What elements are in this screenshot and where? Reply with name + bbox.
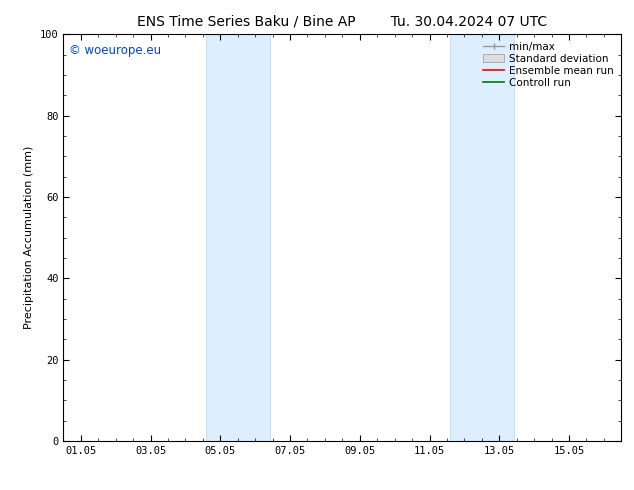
Title: ENS Time Series Baku / Bine AP        Tu. 30.04.2024 07 UTC: ENS Time Series Baku / Bine AP Tu. 30.04…	[138, 15, 547, 29]
Bar	[205, 34, 270, 441]
Y-axis label: Precipitation Accumulation (mm): Precipitation Accumulation (mm)	[24, 146, 34, 329]
Legend: min/max, Standard deviation, Ensemble mean run, Controll run: min/max, Standard deviation, Ensemble me…	[481, 40, 616, 90]
Text: © woeurope.eu: © woeurope.eu	[69, 45, 161, 57]
Bar	[450, 34, 514, 441]
